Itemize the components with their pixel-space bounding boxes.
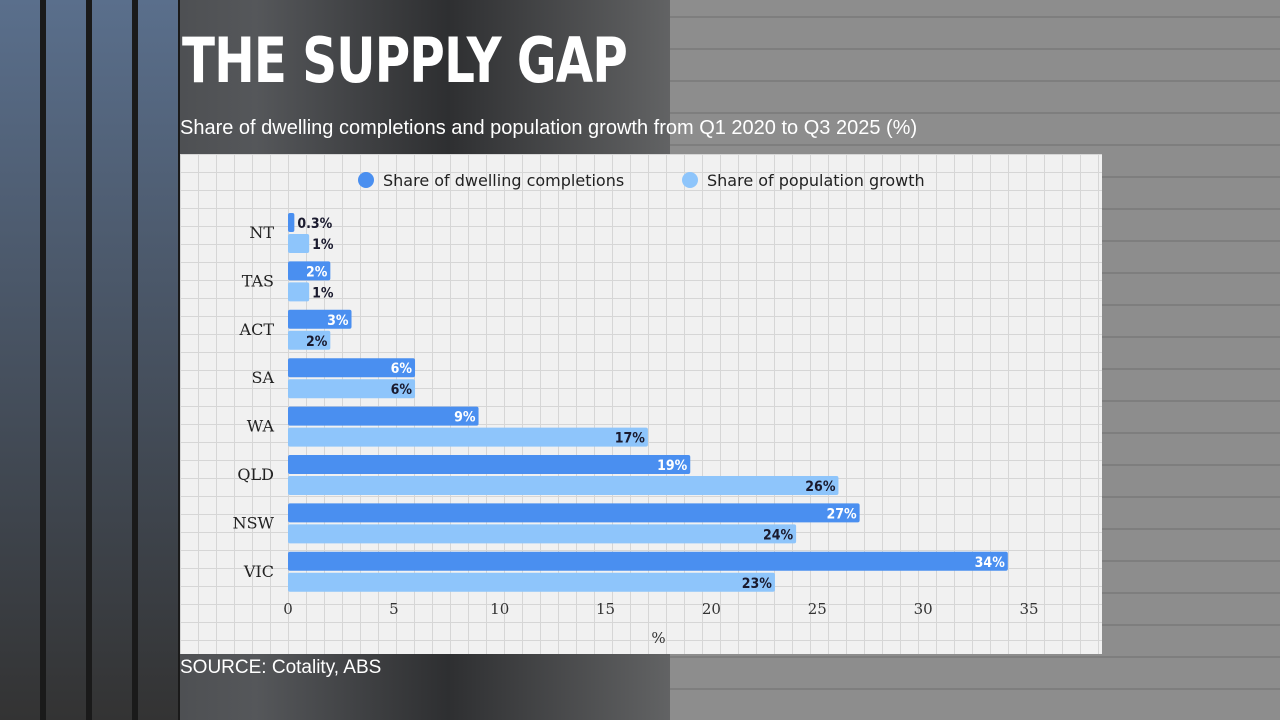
bar [288, 524, 797, 544]
chart-subtitle: Share of dwelling completions and popula… [180, 117, 918, 139]
x-tick-label: 0 [283, 600, 293, 618]
source-note: SOURCE: Cotality, ABS [180, 657, 382, 678]
category-label: NSW [233, 513, 275, 532]
x-tick-label: 5 [389, 600, 399, 618]
bar [288, 476, 839, 495]
legend-label: Share of dwelling completions [383, 171, 624, 190]
data-label: 27% [826, 506, 857, 522]
data-label: 19% [657, 458, 688, 474]
data-label: 9% [454, 410, 476, 426]
legend-marker [358, 172, 374, 188]
bar [288, 427, 648, 447]
bar [288, 261, 331, 281]
bar [288, 551, 1008, 571]
data-label: 0.3% [297, 216, 332, 232]
data-label: 2% [306, 334, 328, 350]
category-label: TAS [242, 271, 274, 290]
data-label: 6% [391, 382, 413, 398]
bar [288, 572, 775, 592]
data-label: 3% [327, 313, 349, 329]
data-label: 6% [391, 361, 413, 377]
legend-label: Share of population growth [707, 171, 925, 190]
x-tick-label: 10 [490, 600, 509, 618]
bar [288, 379, 416, 399]
x-tick-label: 35 [1019, 600, 1038, 618]
data-label: 24% [763, 527, 794, 543]
x-tick-label: 25 [808, 600, 827, 618]
bar [288, 406, 479, 426]
background-scaffolding [0, 0, 180, 720]
data-label: 26% [805, 479, 836, 495]
bar [288, 282, 310, 302]
bar [288, 358, 416, 378]
bar [288, 309, 352, 329]
data-label: 1% [312, 285, 334, 301]
category-label: QLD [237, 465, 274, 484]
data-label: 17% [615, 431, 646, 447]
data-label: 2% [306, 264, 328, 280]
legend-marker [682, 172, 698, 188]
category-label: WA [247, 417, 275, 436]
bar [288, 330, 331, 350]
page-title: THE SUPPLY GAP [182, 24, 628, 97]
bar [288, 455, 691, 474]
category-label: ACT [239, 320, 275, 339]
bar [288, 234, 310, 253]
category-label: SA [251, 368, 274, 387]
x-tick-label: 20 [702, 600, 721, 618]
bar [288, 503, 860, 523]
data-label: 1% [312, 237, 334, 253]
x-tick-label: 30 [914, 600, 933, 618]
category-label: NT [249, 223, 274, 242]
data-label: 34% [975, 555, 1006, 571]
category-label: VIC [243, 562, 274, 581]
data-label: 23% [742, 576, 773, 592]
x-axis-label: % [651, 629, 665, 647]
bar [288, 213, 295, 232]
x-tick-label: 15 [596, 600, 615, 618]
